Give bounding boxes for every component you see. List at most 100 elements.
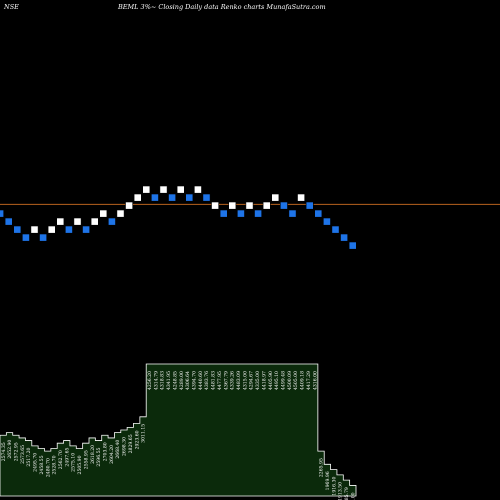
volume-label: 1885.79 — [344, 487, 350, 500]
volume-label: 1765.00 — [350, 492, 356, 500]
volume-label: 2703.80 — [102, 442, 108, 461]
renko-brick-down — [185, 193, 194, 202]
volume-label: 4440.60 — [198, 371, 204, 390]
volume-label: 2265.95 — [319, 458, 325, 477]
volume-label: 4341.95 — [166, 371, 172, 390]
volume-label: 2829.65 — [128, 434, 134, 453]
renko-brick-up — [271, 193, 280, 202]
volume-label: 4335.00 — [255, 371, 261, 390]
renko-brick-down — [305, 201, 314, 210]
volume-label: 4477.95 — [217, 371, 223, 390]
renko-brick-up — [176, 185, 185, 194]
volume-label: 2480.70 — [45, 458, 51, 477]
renko-brick-down — [348, 241, 357, 250]
renko-brick-up — [30, 225, 39, 234]
renko-brick-down — [4, 217, 13, 226]
renko-brick-up — [56, 217, 65, 226]
renko-brick-up — [245, 201, 254, 210]
renko-brick-down — [219, 209, 228, 218]
volume-label: 2574.35 — [1, 442, 7, 461]
volume-label: 2604.20 — [109, 445, 115, 464]
volume-label: 1969.96 — [325, 471, 331, 490]
volume-label: 2698.30 — [122, 437, 128, 456]
renko-brick-down — [21, 233, 30, 242]
volume-area — [0, 363, 357, 497]
volume-label: 2572.95 — [13, 442, 19, 461]
renko-brick-down — [279, 201, 288, 210]
volume-label: 2558.95 — [83, 450, 89, 469]
volume-label: 4499.48 — [280, 371, 286, 390]
renko-brick-up — [133, 193, 142, 202]
renko-brick-down — [254, 209, 262, 218]
renko-brick-up — [211, 201, 219, 210]
volume-label: 4248.85 — [172, 371, 178, 390]
renko-brick-down — [65, 225, 73, 234]
volume-labels: 2574.35 2652.90 2572.95 2573.65 2517.20 2495.… — [1, 371, 357, 500]
volume-label: 2562.70 — [58, 450, 64, 469]
volume-label: 2495.70 — [33, 453, 39, 472]
volume-label: 4314.79 — [153, 371, 159, 390]
volume-label: 4394.70 — [191, 371, 197, 390]
volume-label: 4294.67 — [249, 371, 255, 390]
renko-brick-down — [314, 209, 323, 218]
exchange-label: NSE — [4, 3, 19, 11]
volume-label: 4256.20 — [147, 371, 153, 390]
renko-brick-down — [340, 233, 348, 242]
volume-label: 1913.50 — [338, 482, 344, 500]
volume-label: 4367.79 — [223, 371, 229, 390]
renko-brick-down — [82, 225, 90, 234]
renko-brick-down — [13, 225, 22, 234]
volume-label: 2505.90 — [77, 455, 83, 474]
volume-label: 2596.55 — [96, 447, 102, 466]
volume-label: 4289.00 — [179, 371, 185, 390]
renko-brick-up — [99, 209, 108, 218]
renko-brick-down — [202, 193, 211, 202]
volume-label: 2517.20 — [26, 447, 32, 466]
volume-label: 4417.29 — [306, 371, 312, 390]
chart-header: NSE BEML 3%~ Closing Daily data Renko ch… — [0, 0, 500, 14]
renko-brick-down — [151, 193, 159, 202]
renko-brick-up — [142, 185, 151, 194]
renko-brick-down — [322, 217, 331, 226]
volume-label: 2652.90 — [7, 440, 13, 459]
volume-area-shape — [0, 363, 357, 497]
volume-label: 2573.65 — [20, 445, 26, 464]
volume-label: 2668.40 — [115, 440, 121, 459]
volume-label: 4500.09 — [287, 371, 293, 390]
renko-brick-up — [194, 185, 202, 194]
volume-label: 4409.18 — [300, 371, 306, 390]
volume-label: 4383.76 — [204, 371, 210, 390]
volume-label: 1916.30 — [331, 477, 337, 496]
renko-brick-down — [168, 193, 176, 202]
volume-label: 2575.10 — [71, 453, 77, 472]
volume-label: 4315.00 — [242, 371, 248, 390]
renko-brick-up — [47, 225, 56, 234]
volume-label: 2497.65 — [64, 447, 70, 466]
volume-label: 3011.15 — [141, 424, 147, 443]
volume-label: 2458.55 — [39, 455, 45, 474]
chart-caption: BEML 3%~ Closing Daily data Renko charts… — [118, 3, 326, 11]
volume-label: 4505.00 — [293, 371, 299, 390]
renko-brick-down — [288, 209, 297, 218]
volume-label: 2618.20 — [90, 445, 96, 464]
renko-brick-down — [237, 209, 245, 218]
volume-label: 2923.60 — [134, 430, 140, 449]
volume-label: 4495.10 — [274, 371, 280, 390]
renko-brick-up — [159, 185, 168, 194]
renko-brick-down — [0, 209, 4, 218]
renko-brick-up — [73, 217, 82, 226]
volume-label: 4306.64 — [185, 371, 191, 390]
volume-label: 4481.83 — [211, 371, 217, 390]
volume-label: 4405.90 — [268, 371, 274, 390]
volume-label: 4339.26 — [230, 371, 236, 390]
renko-brick-up — [262, 201, 271, 210]
renko-brick-down — [108, 217, 116, 226]
renko-bricks — [0, 185, 357, 250]
volume-label: 4318.83 — [160, 371, 166, 390]
volume-label: 4316.00 — [312, 371, 318, 390]
renko-brick-up — [90, 217, 99, 226]
volume-label: 2528.70 — [52, 455, 58, 474]
renko-brick-down — [331, 225, 340, 234]
volume-label: 4483.09 — [236, 371, 242, 390]
